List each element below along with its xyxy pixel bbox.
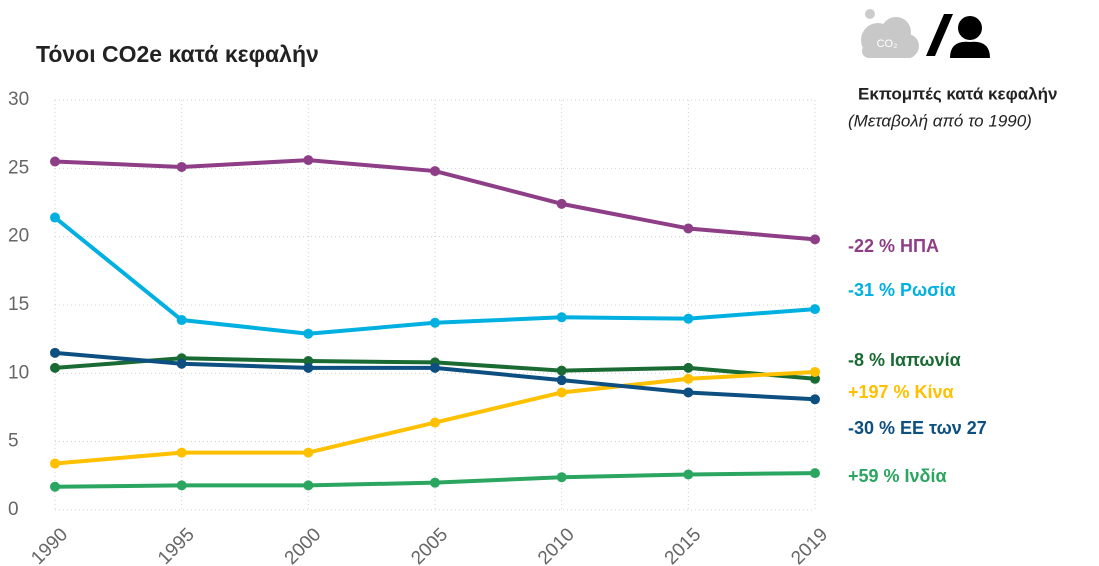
- x-tick-label: 2019: [787, 524, 832, 566]
- data-point: [556, 365, 567, 376]
- data-point: [556, 472, 567, 483]
- data-point: [176, 447, 187, 458]
- data-point: [50, 481, 60, 492]
- data-point: [683, 362, 694, 373]
- data-point: [683, 387, 694, 398]
- data-point: [176, 315, 187, 326]
- data-point: [50, 362, 60, 373]
- data-point: [810, 304, 820, 315]
- x-tick-label: 1990: [27, 524, 72, 566]
- data-point: [810, 366, 820, 377]
- data-point: [430, 477, 440, 488]
- series-label: -8 % Ιαπωνία: [848, 350, 961, 370]
- data-point: [430, 317, 440, 328]
- x-tick-label: 1995: [154, 524, 199, 566]
- data-point: [50, 212, 60, 223]
- data-point: [303, 447, 314, 458]
- data-point: [430, 417, 440, 428]
- data-point: [556, 387, 567, 398]
- data-point: [556, 375, 567, 386]
- data-point: [683, 223, 694, 234]
- data-point: [303, 356, 314, 367]
- series-label: +59 % Ινδία: [848, 466, 947, 486]
- data-point: [683, 373, 694, 384]
- y-tick-label: 25: [8, 157, 29, 178]
- data-point: [556, 198, 567, 209]
- y-tick-label: 10: [8, 362, 29, 383]
- data-point: [303, 480, 314, 491]
- data-point: [683, 313, 694, 324]
- data-point: [810, 394, 820, 405]
- data-point: [303, 362, 314, 373]
- data-point: [50, 347, 60, 358]
- series-label: -31 % Ρωσία: [848, 280, 956, 300]
- chart-title: Τόνοι CO2e κατά κεφαλήν: [36, 41, 319, 67]
- data-point: [430, 166, 440, 177]
- y-tick-label: 20: [8, 226, 29, 247]
- series-label: +197 % Κίνα: [848, 382, 954, 402]
- data-point: [303, 328, 314, 339]
- x-tick-label: 2010: [534, 524, 579, 566]
- data-point: [810, 468, 820, 479]
- data-point: [810, 234, 820, 245]
- series-label: -22 % ΗΠΑ: [848, 236, 939, 256]
- data-point: [556, 312, 567, 323]
- x-tick-label: 2015: [661, 524, 706, 566]
- data-point: [50, 156, 60, 167]
- data-point: [303, 155, 314, 166]
- y-tick-label: 5: [8, 431, 19, 452]
- data-point: [176, 480, 187, 491]
- note: (Μεταβολή από το 1990): [848, 111, 1032, 130]
- data-point: [50, 458, 60, 469]
- x-tick-label: 2005: [407, 524, 452, 566]
- y-tick-label: 15: [8, 294, 29, 315]
- y-tick-label: 30: [8, 89, 29, 110]
- data-point: [810, 373, 820, 384]
- icon: CO₂: [861, 9, 990, 58]
- data-point: [176, 358, 187, 369]
- data-point: [176, 161, 187, 172]
- data-point: [430, 362, 440, 373]
- series-label: -30 % ΕΕ των 27: [848, 418, 987, 438]
- icon-text: CO₂: [877, 38, 898, 50]
- y-tick-label: 0: [8, 499, 19, 520]
- data-point: [683, 469, 694, 480]
- x-tick-label: 2000: [281, 524, 326, 566]
- subtitle: Εκπομπές κατά κεφαλήν: [858, 84, 1058, 103]
